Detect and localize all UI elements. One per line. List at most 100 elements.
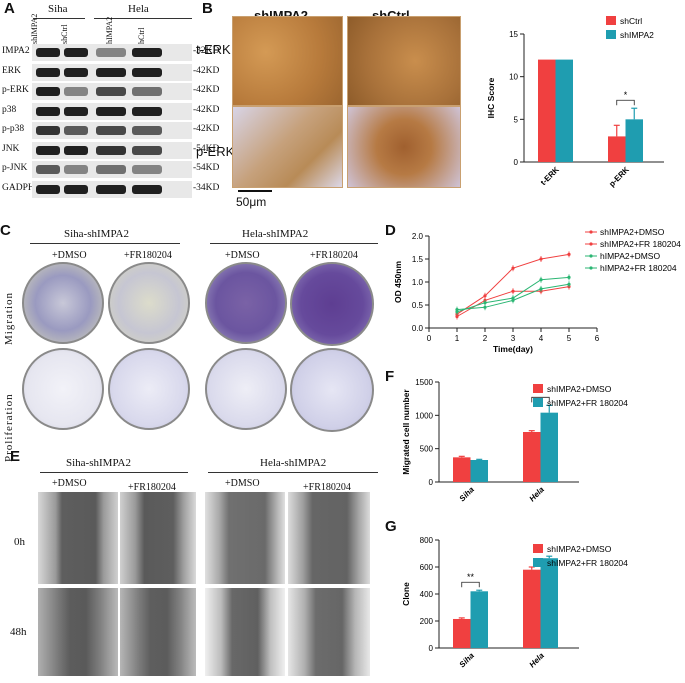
panel-label-e: E	[10, 448, 21, 465]
legend-label: shIMPA2+DMSO	[600, 228, 665, 237]
wb-band	[64, 184, 88, 194]
y-tick-label: 800	[420, 536, 434, 545]
y-tick-label: 0.5	[412, 301, 424, 310]
significance-bracket	[461, 581, 480, 588]
y-tick-label: 15	[509, 30, 518, 39]
wb-band	[132, 126, 162, 135]
dish-proliferation-hela-dmso	[205, 348, 287, 430]
legend-label: shIMPA2+FR 180204	[547, 398, 628, 408]
chart-migrated-cells: 0 500 1000 1500 Migrated cell number Siha Hela…	[401, 378, 628, 504]
wb-size-marker: -54KD	[193, 143, 220, 154]
x-tick-label: 3	[511, 334, 516, 343]
wb-blot-strip	[32, 122, 192, 139]
legend-label: shIMPA2	[620, 30, 654, 40]
dish-migration-hela-fr	[290, 262, 374, 346]
panel-label-a: A	[4, 0, 15, 17]
wound-image-0h-hela-fr	[288, 492, 370, 584]
y-axis-title: Migrated cell number	[401, 389, 411, 475]
wb-size-marker: -42KD	[193, 124, 220, 134]
panel-label-g: G	[385, 518, 397, 535]
group-title-hela: Hela	[128, 3, 149, 15]
e-treatment-fr-siha: +FR180204	[128, 482, 176, 493]
x-tick-label: 4	[539, 334, 544, 343]
wb-band	[96, 165, 126, 174]
x-tick-label: 0	[427, 334, 432, 343]
y-axis-title: IHC Score	[486, 77, 496, 118]
significance-mark: **	[467, 572, 475, 582]
wb-blot-strip	[32, 180, 192, 198]
y-tick-label: 1.0	[412, 278, 424, 287]
wb-row-label: p38	[2, 104, 17, 115]
ihc-image-terk-shimpa2	[232, 16, 343, 106]
e-treatment-dmso-siha: +DMSO	[52, 478, 87, 489]
y-tick-label: 400	[420, 590, 434, 599]
wb-band	[64, 67, 88, 77]
wb-blot-strip	[32, 102, 192, 120]
bar	[470, 460, 488, 482]
y-tick-label: 0	[429, 644, 434, 653]
wb-band	[36, 87, 60, 96]
c-row-title-migration: Migration	[3, 292, 15, 345]
panel-label-b: B	[202, 0, 213, 17]
wound-image-48h-siha-dmso	[38, 588, 118, 676]
wb-band	[96, 126, 126, 135]
wb-band	[64, 106, 88, 116]
wound-image-48h-siha-fr	[120, 588, 196, 676]
wb-blot-strip	[32, 161, 192, 178]
ihc-row-title-terk: t-ERK	[196, 42, 231, 57]
wb-row-label: p-JNK	[2, 163, 28, 173]
significance-bracket	[616, 99, 635, 106]
x-tick-label: Siha	[458, 651, 477, 670]
wb-band	[36, 184, 60, 194]
wb-band	[64, 145, 88, 155]
wb-band	[132, 106, 162, 116]
e-underline-siha	[40, 472, 188, 473]
e-group-title-hela: Hela-shIMPA2	[260, 457, 327, 469]
wound-image-0h-hela-dmso	[205, 492, 285, 584]
y-tick-label: 0	[429, 478, 434, 487]
legend-label: hIMPA2+DMSO	[600, 251, 660, 261]
wb-row-label: p-ERK	[2, 85, 29, 95]
significance-mark: *	[624, 90, 628, 100]
legend-marker	[589, 254, 593, 258]
y-tick-label: 1500	[415, 378, 433, 387]
legend-marker	[589, 242, 593, 246]
wb-size-marker: -32KD	[193, 46, 220, 56]
bar	[625, 119, 643, 162]
wb-band	[96, 87, 126, 96]
x-tick-label: 2	[483, 334, 488, 343]
y-tick-label: 10	[509, 73, 518, 82]
wb-band	[36, 67, 60, 77]
x-tick-label: 5	[567, 334, 572, 343]
c-treatment-fr-siha: +FR180204	[124, 250, 172, 261]
bar	[540, 558, 558, 648]
legend-label: shIMPA2+FR 180204	[600, 239, 681, 249]
y-tick-label: 0	[514, 158, 519, 167]
wb-size-marker: -54KD	[193, 163, 220, 173]
wb-band	[96, 67, 126, 77]
e-row-title-48h: 48h	[10, 626, 27, 638]
group-underline-siha	[33, 18, 85, 19]
x-tick-label: Siha	[458, 485, 477, 504]
wb-band	[132, 184, 162, 194]
legend-swatch	[606, 30, 616, 39]
wound-image-0h-siha-fr	[120, 492, 196, 584]
wb-blot-strip	[32, 83, 192, 100]
legend-swatch	[533, 544, 543, 553]
bar	[453, 457, 471, 482]
e-group-title-siha: Siha-shIMPA2	[66, 457, 131, 469]
legend-marker	[589, 266, 593, 270]
chart-growth-curve: 0.0 0.5 1.0 1.5 2.0 0 1 2 3 4 5 6 Time(day) OD 450nm s…	[393, 228, 681, 354]
series-line	[456, 276, 570, 313]
x-tick-label: Hela	[528, 485, 547, 504]
wb-size-marker: -42KD	[193, 104, 220, 115]
lane-label-shctrl: shCtrl	[60, 24, 69, 44]
x-tick-label: 6	[595, 334, 600, 343]
wb-band	[64, 165, 88, 174]
legend-swatch	[606, 16, 616, 25]
wound-image-48h-hela-fr	[288, 588, 370, 676]
dish-migration-siha-fr	[108, 262, 190, 344]
wb-row-label: GADPH	[2, 182, 35, 193]
ihc-row-title-perk: p-ERK	[196, 144, 235, 159]
c-treatment-dmso-hela: +DMSO	[225, 250, 260, 261]
